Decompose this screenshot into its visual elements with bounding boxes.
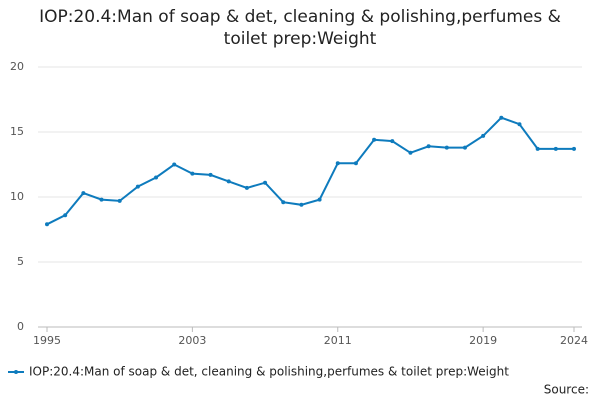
data-point <box>553 146 558 151</box>
data-point <box>154 175 159 180</box>
x-tick-label: 1995 <box>33 334 61 347</box>
data-point <box>263 180 268 185</box>
data-point <box>45 222 49 227</box>
y-tick-label: 0 <box>17 320 24 333</box>
data-point <box>517 122 522 127</box>
data-point <box>99 197 104 202</box>
data-point <box>481 133 486 138</box>
data-point <box>208 172 213 177</box>
data-point <box>281 200 286 205</box>
data-point <box>135 184 140 189</box>
data-point <box>117 198 122 203</box>
data-point <box>444 145 449 150</box>
y-tick-label: 5 <box>17 255 24 268</box>
data-point <box>335 161 340 166</box>
data-point <box>572 146 576 151</box>
data-point <box>81 191 86 196</box>
data-line <box>46 116 574 226</box>
data-point <box>353 161 358 166</box>
data-point <box>408 150 413 155</box>
data-point <box>317 197 322 202</box>
legend-label: IOP:20.4:Man of soap & det, cleaning & p… <box>29 365 509 379</box>
data-point <box>63 213 68 218</box>
source-label: Source: <box>544 383 589 397</box>
legend-swatch-dot <box>14 370 18 374</box>
x-tick-label: 2003 <box>178 334 206 347</box>
data-point <box>462 145 467 150</box>
x-tick-label: 2024 <box>560 334 588 347</box>
data-point <box>535 146 540 151</box>
data-point <box>299 202 304 207</box>
x-tick-label: 2019 <box>469 334 497 347</box>
data-point <box>244 185 249 190</box>
x-tick-label: 2011 <box>324 334 352 347</box>
data-point <box>172 162 177 167</box>
y-tick-label: 20 <box>10 60 24 73</box>
y-tick-label: 10 <box>10 190 24 203</box>
data-point <box>372 137 377 142</box>
data-point <box>426 144 431 149</box>
y-tick-label: 15 <box>10 125 24 138</box>
data-point <box>226 179 231 184</box>
chart-title: IOP:20.4:Man of soap & det, cleaning & p… <box>39 7 561 49</box>
data-point <box>499 115 504 120</box>
data-point <box>190 171 195 176</box>
data-point <box>390 139 395 144</box>
